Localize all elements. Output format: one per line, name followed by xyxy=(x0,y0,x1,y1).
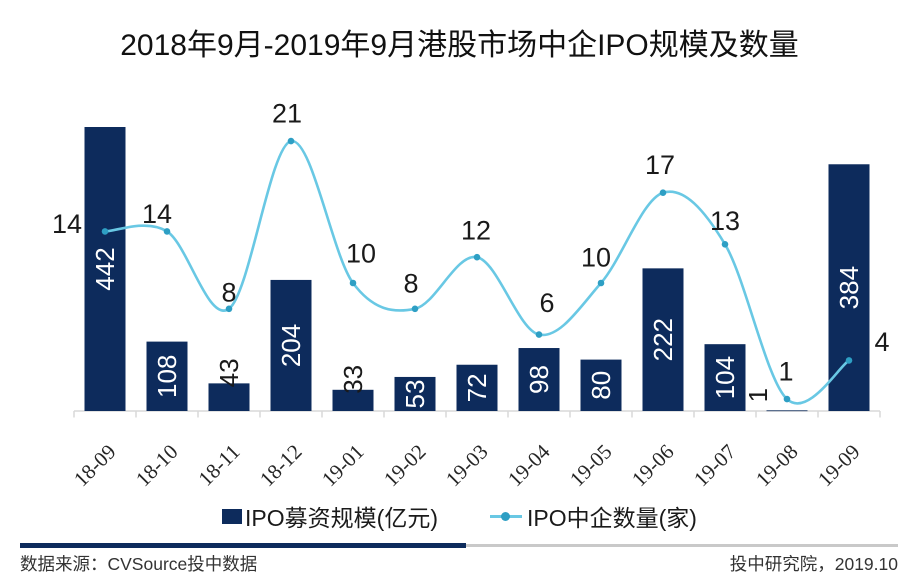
bar-19-06 xyxy=(642,268,684,411)
footer-divider xyxy=(20,543,898,548)
line-label-19-04: 6 xyxy=(539,288,554,318)
legend-label-line: IPO中企数量(家) xyxy=(527,505,697,531)
x-label-18-09: 18-09 xyxy=(69,440,121,492)
marker-19-08 xyxy=(783,395,791,403)
line-label-19-06: 17 xyxy=(645,150,675,180)
line-label-19-09: 4 xyxy=(874,327,889,357)
bar-label-19-09: 384 xyxy=(834,266,864,309)
bar-label-18-10: 108 xyxy=(152,355,182,398)
x-label-18-11: 18-11 xyxy=(193,440,244,491)
line-label-19-05: 10 xyxy=(581,243,611,273)
line-label-19-03: 12 xyxy=(461,216,491,246)
bar-19-05 xyxy=(580,359,622,411)
legend-item-line: IPO中企数量(家) xyxy=(490,499,697,533)
x-label-19-08: 19-08 xyxy=(751,440,803,492)
legend-label-bar: IPO募资规模(亿元) xyxy=(245,505,438,531)
line-series-marker-icon xyxy=(501,511,510,521)
legend: IPO募资规模(亿元) IPO中企数量(家) xyxy=(0,499,919,533)
bar-label-19-01: 33 xyxy=(338,365,368,394)
bar-19-07 xyxy=(704,344,746,411)
bar-label-19-06: 222 xyxy=(648,318,678,361)
x-label-18-10: 18-10 xyxy=(131,440,183,492)
marker-19-07 xyxy=(721,241,729,248)
x-label-19-09: 19-09 xyxy=(813,440,865,492)
bar-label-18-12: 204 xyxy=(276,324,306,367)
bar-19-09 xyxy=(828,164,870,411)
bar-19-01 xyxy=(332,389,374,411)
marker-18-11 xyxy=(225,305,233,313)
bar-18-12 xyxy=(270,279,312,411)
marker-18-10 xyxy=(163,228,171,235)
x-label-19-05: 19-05 xyxy=(565,440,617,492)
footer: 数据来源：CVSource投中数据 投中研究院，2019.10 xyxy=(20,551,898,576)
legend-item-bar: IPO募资规模(亿元) xyxy=(222,499,438,533)
chart-title: 2018年9月-2019年9月港股市场中企IPO规模及数量 xyxy=(120,29,799,62)
credit-text: 投中研究院，2019.10 xyxy=(729,554,898,574)
marker-19-09 xyxy=(845,357,853,364)
line-label-19-08: 1 xyxy=(778,357,793,387)
bar-19-04 xyxy=(518,348,560,411)
bar-label-19-08: 1 xyxy=(743,388,773,402)
bar-label-19-05: 80 xyxy=(586,371,616,400)
bar-18-11 xyxy=(208,383,250,411)
line-label-18-10: 14 xyxy=(142,199,172,229)
line-label-19-07: 13 xyxy=(710,206,740,236)
bar-series-swatch-icon xyxy=(222,508,243,524)
bar-label-18-11: 43 xyxy=(214,358,244,387)
bar-19-08 xyxy=(766,410,808,412)
bar-18-09 xyxy=(84,127,126,411)
bar-19-02 xyxy=(394,376,436,411)
x-label-18-12: 18-12 xyxy=(255,440,307,492)
marker-19-02 xyxy=(411,305,419,313)
x-label-19-06: 19-06 xyxy=(627,440,679,492)
marker-19-04 xyxy=(535,331,543,338)
x-label-19-07: 19-07 xyxy=(689,440,741,492)
x-label-19-01: 19-01 xyxy=(317,440,369,492)
line-label-18-11: 8 xyxy=(221,277,236,307)
marker-19-01 xyxy=(349,279,357,287)
marker-19-06 xyxy=(659,189,667,196)
bar-18-10 xyxy=(146,341,188,411)
bar-19-03 xyxy=(456,364,498,411)
x-label-19-02: 19-02 xyxy=(379,440,431,492)
data-source-text: 数据来源：CVSource投中数据 xyxy=(20,554,258,574)
bar-label-19-07: 104 xyxy=(710,356,740,399)
line-label-19-01: 10 xyxy=(346,239,376,269)
marker-18-12 xyxy=(287,137,295,145)
marker-19-05 xyxy=(597,279,605,287)
x-label-19-03: 19-03 xyxy=(441,440,493,492)
bar-label-19-02: 53 xyxy=(400,380,430,409)
line-label-18-12: 21 xyxy=(272,99,302,129)
line-series-swatch-icon xyxy=(490,511,522,521)
line-label-19-02: 8 xyxy=(403,268,418,298)
divider-navy-segment xyxy=(20,543,467,548)
divider-gray-segment xyxy=(466,544,898,547)
marker-19-03 xyxy=(473,253,481,261)
x-label-19-04: 19-04 xyxy=(503,439,555,491)
bar-label-19-04: 98 xyxy=(524,365,554,394)
bar-label-19-03: 72 xyxy=(462,373,492,402)
marker-18-09 xyxy=(101,228,109,235)
bar-label-18-09: 442 xyxy=(90,247,120,290)
line-label-18-09: 14 xyxy=(52,209,82,239)
